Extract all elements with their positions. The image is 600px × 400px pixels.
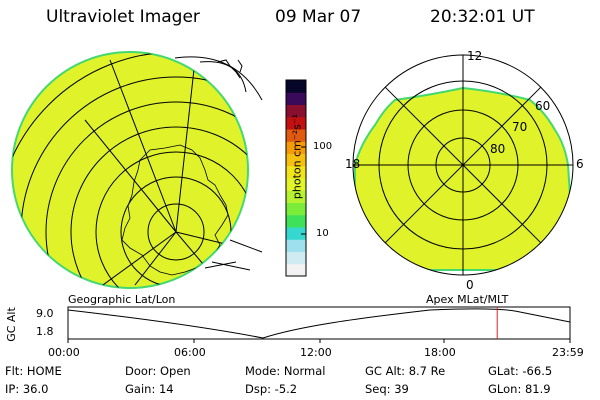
polar-grid xyxy=(352,54,574,276)
colorbar-segment xyxy=(286,116,306,130)
colorbar-segment xyxy=(286,141,306,154)
flight-status: Flt: HOME xyxy=(5,364,62,378)
time-label: 20:32:01 UT xyxy=(430,7,535,27)
colorbar-unit-label: photon cm⁻²s⁻¹ xyxy=(290,113,304,200)
colorbar-segment xyxy=(286,227,306,240)
mlt-12-label: 12 xyxy=(467,49,482,63)
mlat-80-label: 80 xyxy=(490,142,505,156)
geographic-map xyxy=(11,51,263,289)
colorbar-tick-100: 100 xyxy=(313,141,333,152)
gc-alt-status: GC Alt: 8.7 Re xyxy=(365,364,446,378)
altitude-curve xyxy=(67,308,571,339)
mlat-mlt-map: 12 18 6 0 60 70 80 xyxy=(345,49,584,292)
colorbar-segment xyxy=(286,214,306,228)
gc-alt-axis-label: GC Alt xyxy=(4,307,18,342)
altitude-plot-frame xyxy=(67,306,571,340)
y-min-label: 1.8 xyxy=(36,325,54,338)
colorbar-segment xyxy=(286,129,306,142)
dsp-status: Dsp: -5.2 xyxy=(245,382,298,396)
colorbar-segment xyxy=(286,251,306,265)
mlat-70-label: 70 xyxy=(512,120,527,134)
colorbar-segment xyxy=(286,239,306,252)
door-status: Door: Open xyxy=(125,364,191,378)
colorbar-segment xyxy=(286,190,306,203)
colorbar-segment xyxy=(286,178,306,191)
glon-status: GLon: 81.9 xyxy=(488,382,551,396)
colorbar-segment xyxy=(286,80,306,93)
date-label: 09 Mar 07 xyxy=(275,7,362,27)
y-max-label: 9.0 xyxy=(36,307,54,320)
colorbar-segment xyxy=(286,202,306,216)
outer-grid xyxy=(174,56,263,271)
x-tick-1800: 18:00 xyxy=(424,346,456,359)
colorbar-segment xyxy=(286,263,306,277)
colorbar xyxy=(285,79,307,277)
colorbar-segment xyxy=(286,153,306,167)
x-tick-1200: 12:00 xyxy=(300,346,332,359)
mlat-60-label: 60 xyxy=(535,99,550,113)
colorbar-segment xyxy=(286,165,306,179)
mode-status: Mode: Normal xyxy=(245,364,326,378)
mlt-6-label: 6 xyxy=(576,157,584,171)
mlt-18-label: 18 xyxy=(345,157,360,171)
right-image-region xyxy=(354,86,573,271)
mlt-0-label: 0 xyxy=(466,278,474,292)
glat-status: GLat: -66.5 xyxy=(488,364,553,378)
colorbar-frame xyxy=(285,79,307,277)
colorbar-tick-10: 10 xyxy=(316,228,329,239)
seq-status: Seq: 39 xyxy=(365,382,409,396)
gain-status: Gain: 14 xyxy=(125,382,174,396)
altitude-plot xyxy=(67,306,571,343)
x-tick-2359: 23:59 xyxy=(552,346,584,359)
x-tick-0000: 00:00 xyxy=(48,346,80,359)
colorbar-segment xyxy=(286,104,306,118)
apex-caption-label: Apex MLat/MLT xyxy=(426,293,509,306)
colorbar-segment xyxy=(286,92,306,105)
x-tick-0600: 06:00 xyxy=(174,346,206,359)
ip-status: IP: 36.0 xyxy=(5,382,49,396)
instrument-title: Ultraviolet Imager xyxy=(46,7,200,27)
geographic-caption-label: Geographic Lat/Lon xyxy=(68,293,176,306)
